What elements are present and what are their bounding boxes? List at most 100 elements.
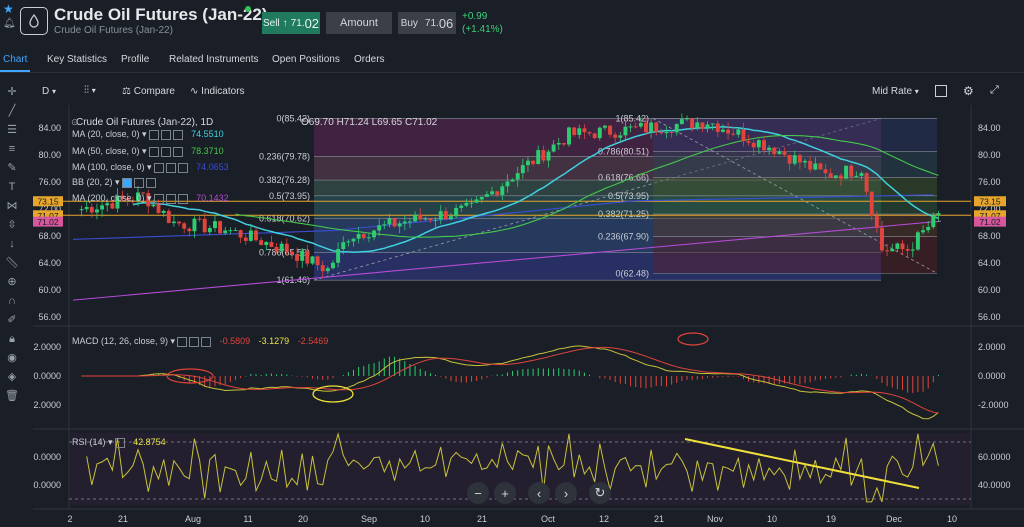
- settings-icon[interactable]: [114, 437, 125, 448]
- tab-related-instruments[interactable]: Related Instruments: [169, 54, 259, 65]
- compare-label: Compare: [133, 86, 175, 97]
- candle-body: [525, 160, 530, 166]
- amount-input[interactable]: Amount: [326, 12, 392, 34]
- candle-body: [320, 265, 325, 272]
- trash-icon[interactable]: 🗑︎: [5, 390, 19, 402]
- close-icon[interactable]: [177, 193, 188, 204]
- candle-body: [136, 192, 140, 201]
- candle-body: [823, 169, 828, 174]
- price-tag-right: [974, 210, 1006, 221]
- text-tool-icon[interactable]: T: [8, 181, 16, 193]
- fib-right-label: 1(85.42): [615, 113, 649, 123]
- date-axis-label: Sep: [361, 514, 377, 524]
- legend-macd[interactable]: MACD (12, 26, close, 9) ▾ -0.5809 -3.127…: [72, 336, 329, 347]
- compare-button[interactable]: ⚖ Compare: [122, 86, 175, 97]
- visibility-icon[interactable]: [153, 193, 164, 204]
- price-chart[interactable]: 1(61.46)0.786(65.59)0.618(70.62)0.5(73.9…: [33, 105, 1024, 527]
- lock-icon[interactable]: 🔒︎: [9, 333, 15, 345]
- chart-type-selector[interactable]: ⫶⫶ ▾: [84, 85, 96, 96]
- scroll-left-button[interactable]: ‹: [528, 482, 550, 504]
- legend-indicator-bb[interactable]: BB (20, 2) ▾: [72, 177, 156, 188]
- legend-indicator-ma100[interactable]: MA (100, close, 0) ▾ 74.0653: [72, 162, 229, 173]
- settings-icon[interactable]: [160, 146, 171, 157]
- close-icon[interactable]: [172, 146, 183, 157]
- alert-bell-icon[interactable]: 🔔︎: [3, 18, 16, 29]
- close-icon[interactable]: [177, 162, 188, 173]
- visibility-icon[interactable]: [153, 162, 164, 173]
- candle-body: [926, 227, 931, 231]
- candle-body: [746, 141, 751, 143]
- magnet-icon[interactable]: ∩: [8, 295, 16, 307]
- settings-icon[interactable]: [160, 129, 171, 140]
- legend-collapse-icon[interactable]: ⊙: [71, 117, 79, 127]
- pencil-lock-icon[interactable]: ✐: [7, 314, 17, 326]
- candle-body: [120, 195, 125, 199]
- price-tag-left-text: 71.02: [37, 217, 59, 227]
- indicators-button[interactable]: ∿ Indicators: [190, 86, 245, 97]
- candle-body: [372, 230, 376, 238]
- buy-button[interactable]: Buy 71. 06: [398, 12, 456, 34]
- settings-icon[interactable]: [133, 177, 144, 188]
- close-icon[interactable]: [145, 177, 156, 188]
- fibonacci-icon[interactable]: ≡: [8, 143, 16, 155]
- date-axis-label: 10: [947, 514, 957, 524]
- visibility-icon[interactable]: [148, 146, 159, 157]
- measure-icon[interactable]: ⇳: [7, 219, 17, 231]
- visibility-icon[interactable]: [121, 177, 132, 188]
- candle-body: [100, 205, 105, 210]
- reset-view-button[interactable]: ↻: [589, 482, 611, 504]
- price-axis-label-left: 56.00: [38, 312, 61, 322]
- legend-rsi[interactable]: RSI (14) ▾ 42.8754: [72, 437, 166, 448]
- fib-right-label: 0.618(76.66): [598, 173, 649, 183]
- candle-body: [438, 211, 443, 220]
- zoom-in-button[interactable]: +: [494, 482, 516, 504]
- close-icon[interactable]: [201, 336, 212, 347]
- arrow-down-icon[interactable]: ↓: [9, 238, 15, 250]
- tab-open-positions[interactable]: Open Positions: [272, 54, 340, 65]
- star-icon[interactable]: ★: [3, 2, 14, 16]
- zoom-out-button[interactable]: −: [467, 482, 489, 504]
- ruler-icon[interactable]: 📏︎: [5, 257, 19, 269]
- settings-icon[interactable]: [189, 336, 200, 347]
- macd-signal-line: [81, 346, 939, 414]
- tab-profile[interactable]: Profile: [121, 54, 150, 65]
- sell-button[interactable]: Sell ↑ 71. 02: [262, 12, 320, 34]
- candle-body: [105, 203, 110, 206]
- visibility-icon[interactable]: [148, 129, 159, 140]
- trendline-icon[interactable]: ╱: [8, 105, 16, 117]
- fullscreen-icon[interactable]: [935, 85, 947, 97]
- tab-orders[interactable]: Orders: [354, 54, 385, 65]
- interval-selector[interactable]: D ▾: [42, 86, 56, 97]
- settings-gear-icon[interactable]: ⚙: [963, 84, 974, 98]
- horizontal-lines-icon[interactable]: ☰: [7, 124, 17, 136]
- settings-icon[interactable]: [165, 193, 176, 204]
- price-axis-label-right: 68.00: [978, 231, 1001, 241]
- expand-icon[interactable]: ⤢: [990, 84, 999, 96]
- candle-body: [803, 160, 807, 163]
- rate-label: Mid Rate: [872, 86, 913, 97]
- candle-body: [633, 126, 638, 128]
- eye-icon[interactable]: ◉: [7, 352, 17, 364]
- visibility-icon[interactable]: [177, 336, 188, 347]
- macd-value-1: -0.5809: [219, 336, 251, 346]
- brush-icon[interactable]: ✎: [7, 162, 17, 174]
- candle-body: [202, 218, 207, 233]
- layers-icon[interactable]: ◈: [7, 371, 17, 383]
- scroll-right-button[interactable]: ›: [555, 482, 577, 504]
- candle-body: [331, 262, 335, 269]
- zoom-in-icon[interactable]: ⊕: [7, 276, 17, 288]
- crosshair-icon[interactable]: ✛: [7, 86, 17, 98]
- tab-key-statistics[interactable]: Key Statistics: [47, 54, 108, 65]
- pattern-icon[interactable]: ⋈: [6, 200, 18, 212]
- tab-chart[interactable]: Chart: [3, 54, 28, 65]
- candle-body: [674, 124, 679, 133]
- legend-indicator-ma20[interactable]: MA (20, close, 0) ▾ 74.5510: [72, 129, 224, 140]
- candle-body: [433, 219, 438, 221]
- legend-indicator-ma200[interactable]: MA (200, close, 0) ▾ 70.1432: [72, 193, 229, 204]
- settings-icon[interactable]: [165, 162, 176, 173]
- close-icon[interactable]: [172, 129, 183, 140]
- rate-selector[interactable]: Mid Rate ▾: [872, 86, 919, 97]
- legend-indicator-ma50[interactable]: MA (50, close, 0) ▾ 78.3710: [72, 146, 224, 157]
- candle-body: [685, 118, 689, 120]
- instrument-title: Crude Oil Futures (Jan-22): [54, 5, 268, 24]
